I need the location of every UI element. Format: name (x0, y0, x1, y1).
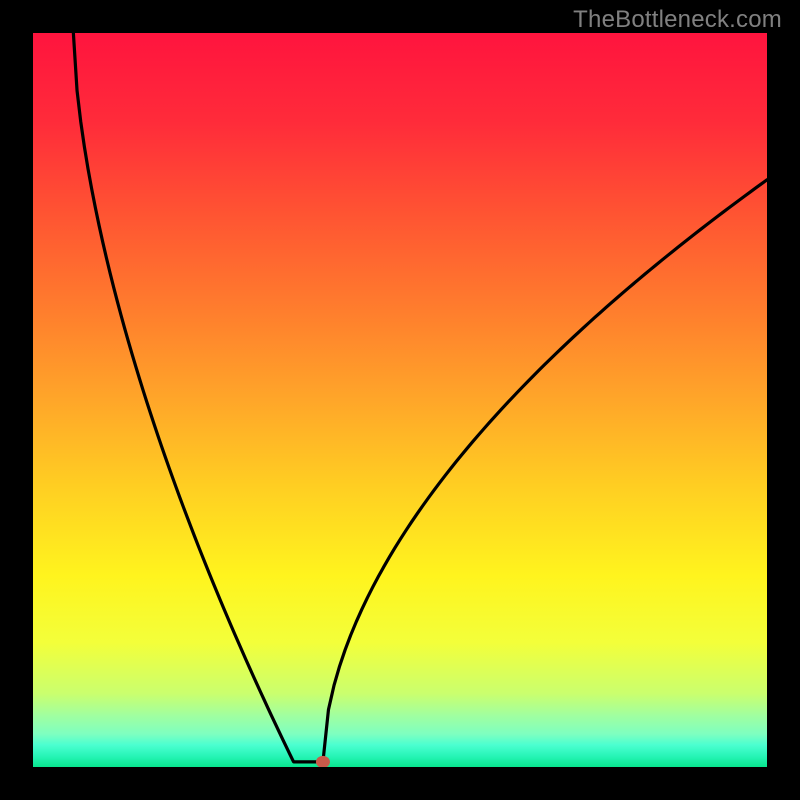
plot-svg (33, 33, 767, 767)
gradient-background (33, 33, 767, 767)
watermark-text: TheBottleneck.com (573, 6, 782, 34)
plot-area (33, 33, 767, 767)
chart-frame: TheBottleneck.com (0, 0, 800, 800)
